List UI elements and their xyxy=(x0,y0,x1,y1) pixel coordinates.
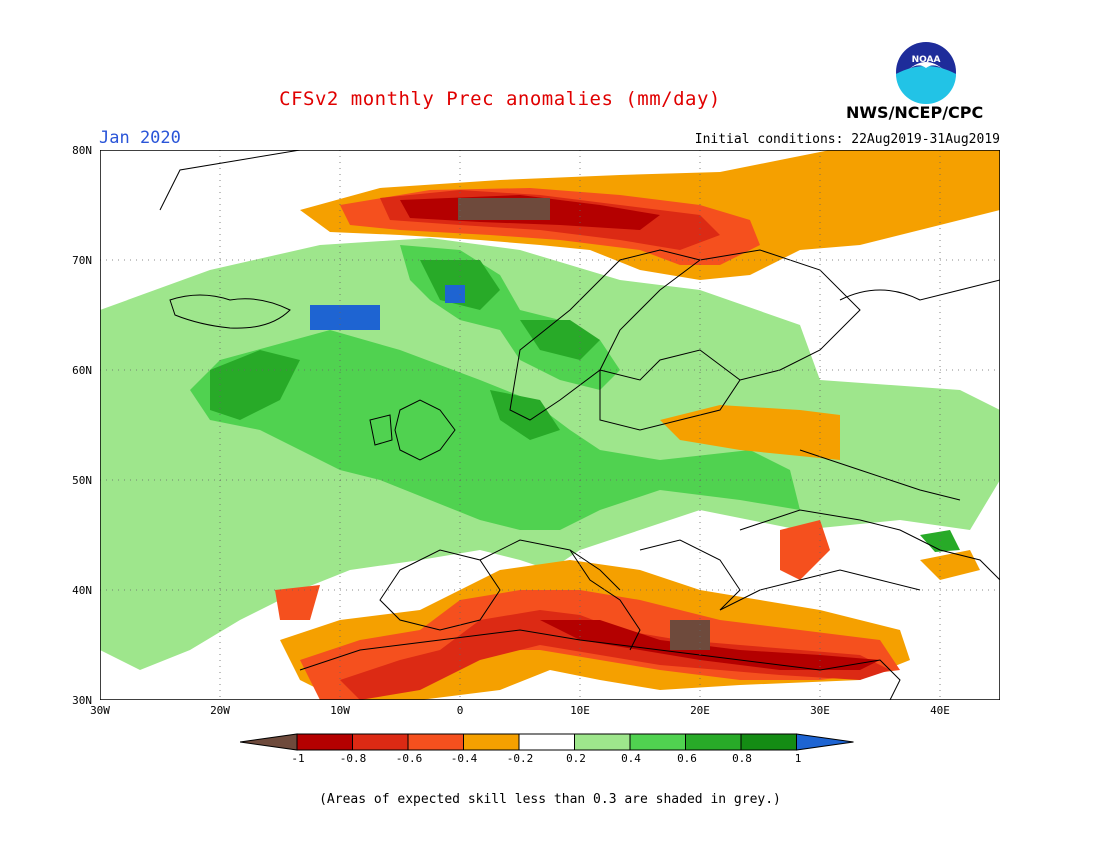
lat-label: 50N xyxy=(72,474,92,487)
colorbar-segment xyxy=(407,733,464,751)
lon-label: 10E xyxy=(570,704,590,717)
graticule xyxy=(100,150,1000,700)
positive-anomaly-regions xyxy=(100,238,1000,670)
lon-label: 30W xyxy=(90,704,110,717)
lon-label: 10W xyxy=(330,704,350,717)
agency-label: NWS/NCEP/CPC xyxy=(846,103,984,122)
colorbar-label: -0.8 xyxy=(339,752,367,765)
colorbar-segment xyxy=(629,733,686,751)
colorbar-segment xyxy=(685,733,742,751)
forecast-month: Jan 2020 xyxy=(99,128,181,148)
lon-label: 20E xyxy=(690,704,710,717)
noaa-logo: NOAA xyxy=(894,40,958,108)
lat-label: 40N xyxy=(72,584,92,597)
colorbar-label: 0.2 xyxy=(566,752,586,765)
colorbar-label: 0.6 xyxy=(677,752,697,765)
colorbar-label: 0.8 xyxy=(732,752,752,765)
colorbar-cap-low xyxy=(240,733,298,751)
colorbar-label: -0.6 xyxy=(395,752,423,765)
initial-conditions: Initial conditions: 22Aug2019-31Aug2019 xyxy=(694,132,1000,147)
lon-label: 20W xyxy=(210,704,230,717)
precip-anomaly-map xyxy=(100,150,1000,700)
colorbar-segment xyxy=(296,733,353,751)
lon-label: 40E xyxy=(930,704,950,717)
lat-label: 30N xyxy=(72,694,92,707)
colorbar-label: -0.4 xyxy=(450,752,478,765)
colorbar-label: -1 xyxy=(291,752,305,765)
colorbar-segment xyxy=(463,733,520,751)
lat-label: 80N xyxy=(72,144,92,157)
negative-anomaly-regions xyxy=(275,150,1000,700)
lon-label: 0 xyxy=(456,704,464,717)
colorbar-segment xyxy=(352,733,409,751)
chart-title: CFSv2 monthly Prec anomalies (mm/day) xyxy=(279,88,721,110)
colorbar-label: 0.4 xyxy=(621,752,641,765)
colorbar xyxy=(240,733,854,751)
lat-label: 70N xyxy=(72,254,92,267)
colorbar-segment xyxy=(740,733,797,751)
colorbar-segment xyxy=(574,733,631,751)
coastlines xyxy=(159,150,1000,700)
colorbar-segment xyxy=(518,733,575,751)
colorbar-label: 1 xyxy=(794,752,802,765)
skill-note: (Areas of expected skill less than 0.3 a… xyxy=(319,792,781,807)
logo-text: NOAA xyxy=(912,55,941,65)
colorbar-cap-high xyxy=(796,733,854,751)
lon-label: 30E xyxy=(810,704,830,717)
colorbar-label: -0.2 xyxy=(506,752,534,765)
lat-label: 60N xyxy=(72,364,92,377)
